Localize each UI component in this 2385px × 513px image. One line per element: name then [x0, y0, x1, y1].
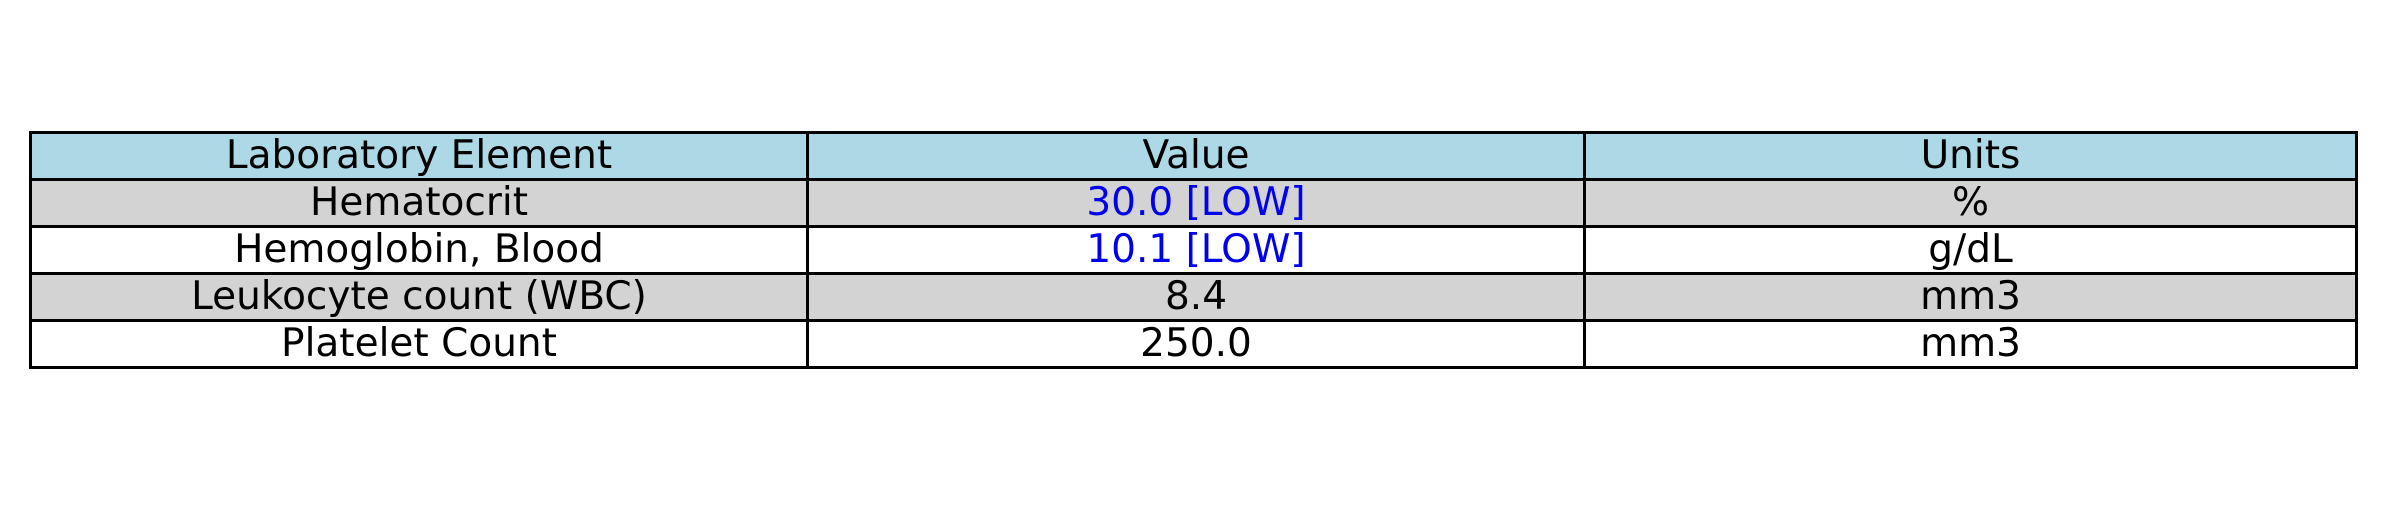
cell-element: Platelet Count [29, 319, 809, 369]
header-units: Units [1583, 131, 2358, 181]
header-row: Laboratory Element Value Units [29, 131, 2358, 181]
table-body: Hematocrit 30.0 [LOW] % Hemoglobin, Bloo… [29, 178, 2358, 369]
table-row: Leukocyte count (WBC) 8.4 mm3 [29, 272, 2358, 322]
cell-units: mm3 [1583, 272, 2358, 322]
cell-units: % [1583, 178, 2358, 228]
table-row: Platelet Count 250.0 mm3 [29, 319, 2358, 369]
table-row: Hematocrit 30.0 [LOW] % [29, 178, 2358, 228]
table-row: Hemoglobin, Blood 10.1 [LOW] g/dL [29, 225, 2358, 275]
lab-results-table: Laboratory Element Value Units Hematocri… [29, 131, 2358, 369]
cell-value: 30.0 [LOW] [806, 178, 1586, 228]
header-laboratory-element: Laboratory Element [29, 131, 809, 181]
cell-element: Leukocyte count (WBC) [29, 272, 809, 322]
table-header: Laboratory Element Value Units [29, 131, 2358, 181]
cell-units: g/dL [1583, 225, 2358, 275]
cell-value: 8.4 [806, 272, 1586, 322]
cell-value: 10.1 [LOW] [806, 225, 1586, 275]
header-value: Value [806, 131, 1586, 181]
cell-element: Hemoglobin, Blood [29, 225, 809, 275]
cell-value: 250.0 [806, 319, 1586, 369]
cell-element: Hematocrit [29, 178, 809, 228]
cell-units: mm3 [1583, 319, 2358, 369]
